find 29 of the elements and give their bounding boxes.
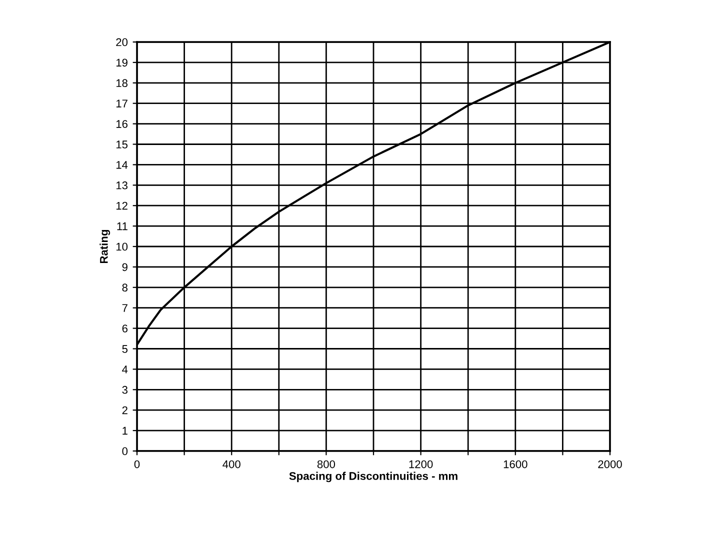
x-tick-label: 1200 [409, 460, 433, 468]
y-tick-label: 14 [116, 161, 128, 169]
y-tick-label: 17 [116, 100, 128, 108]
y-tick-label: 1 [122, 426, 128, 435]
x-tick-label: 2000 [598, 460, 622, 468]
y-tick-label: 3 [122, 386, 128, 394]
y-tick-label: 5 [122, 345, 128, 353]
x-tick-label: 400 [222, 460, 240, 468]
x-axis-title: Spacing of Discontinuities - mm [289, 472, 458, 482]
y-axis-title: Rating [100, 230, 110, 264]
y-tick-label: 16 [116, 120, 128, 128]
y-tick-label: 9 [122, 263, 128, 272]
y-tick-label: 0 [122, 447, 128, 456]
y-tick-label: 6 [122, 324, 128, 332]
y-tick-label: 10 [116, 242, 128, 251]
y-tick-label: 2 [122, 406, 128, 414]
y-tick-label: 12 [116, 202, 128, 210]
y-tick-label: 11 [117, 222, 128, 230]
x-tick-label: 800 [317, 460, 336, 468]
y-tick-label: 13 [116, 181, 128, 190]
y-tick-label: 20 [116, 38, 128, 46]
y-tick-label: 15 [116, 140, 128, 148]
y-tick-label: 8 [122, 284, 128, 292]
y-tick-label: 7 [122, 304, 128, 312]
y-tick-label: 18 [116, 79, 128, 88]
y-tick-label: 4 [122, 366, 128, 374]
x-tick-label: 1600 [504, 460, 528, 468]
y-tick-label: 19 [116, 58, 128, 67]
x-tick-label: 0 [134, 460, 140, 468]
